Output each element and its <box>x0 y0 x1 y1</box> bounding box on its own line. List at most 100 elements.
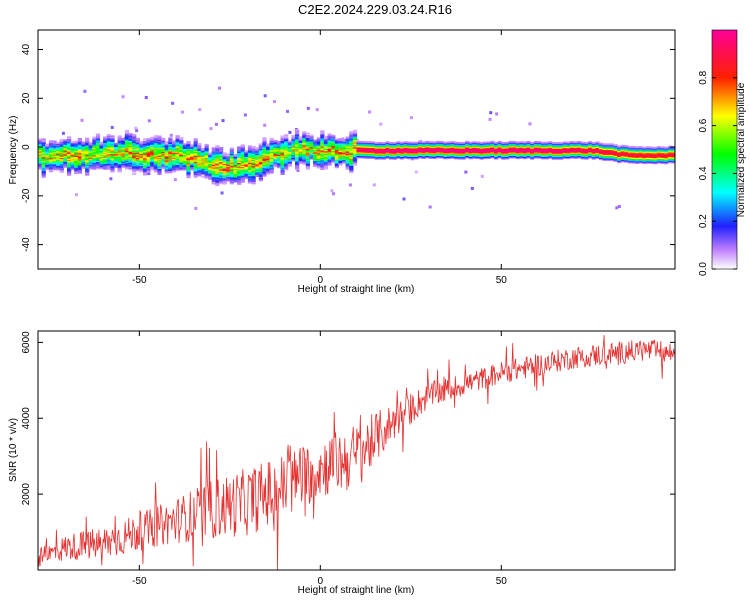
spectrogram-cell <box>74 157 79 160</box>
spectrogram-cell <box>367 148 372 151</box>
spectrogram-cell <box>128 151 133 154</box>
spectrogram-cell <box>295 160 300 163</box>
spectrogram-cell <box>421 153 426 156</box>
spectrogram-cell <box>240 154 245 156</box>
spectrogram-cell <box>56 142 61 144</box>
spectrogram-cell <box>331 138 336 141</box>
spectrogram-cell <box>143 145 148 148</box>
spectrogram-cell <box>425 151 430 154</box>
spectrogram-cell <box>164 146 169 148</box>
spectrogram-cell <box>262 149 267 152</box>
spectrogram-cell <box>544 146 549 149</box>
spectrogram-cell <box>211 158 216 161</box>
spectrogram-cell <box>273 159 278 162</box>
spectrogram-cell <box>591 145 596 148</box>
spectrogram-cell <box>215 152 220 155</box>
spectrogram-cell <box>591 154 596 156</box>
spectrogram-cell <box>475 154 481 157</box>
spectrogram-cell <box>41 164 46 166</box>
spectrogram-cell <box>371 146 376 148</box>
spectrogram-cell <box>85 158 90 161</box>
spectrogram-cell <box>171 146 177 149</box>
spectrogram-cell <box>150 168 155 171</box>
spectrogram-cell <box>671 152 675 154</box>
spectrogram-cell <box>266 150 271 153</box>
spectrogram-cell <box>48 160 54 163</box>
spectrogram-cell <box>233 174 238 177</box>
spectrogram-cell <box>208 161 213 163</box>
spectrogram-cell <box>497 153 502 155</box>
spectrogram-cell <box>566 156 571 158</box>
spectrogram-cell <box>519 142 524 145</box>
spectrogram-cell <box>164 163 169 165</box>
spectrogram-cell <box>276 150 282 153</box>
spectrogram-cell <box>103 148 108 151</box>
spectrogram-cell <box>164 170 169 173</box>
spectrogram-cell <box>580 145 586 148</box>
spectrogram-cell <box>479 150 484 153</box>
spectrogram-cell <box>103 145 108 147</box>
spectrogram-cell <box>656 153 662 156</box>
spectrogram-cell <box>103 168 108 170</box>
spectrogram-cell <box>410 145 415 148</box>
spectrogram-cell <box>143 166 148 169</box>
spectrogram-cell <box>454 156 459 159</box>
spectrogram-cell <box>447 151 452 153</box>
spectrogram-cell <box>298 157 303 159</box>
spectrogram-cell <box>479 149 484 152</box>
spectrogram-cell <box>266 148 271 151</box>
spectrogram-cell <box>436 151 441 154</box>
spectrogram-cell <box>74 163 79 166</box>
spectrogram-cell <box>88 160 93 163</box>
spectrogram-cell <box>77 166 82 168</box>
spectrogram-cell <box>204 163 209 166</box>
spectrogram-cell <box>533 149 538 152</box>
spectrogram-cell <box>226 156 231 159</box>
spectrogram-cell <box>660 153 665 156</box>
spectrogram-cell <box>642 157 647 160</box>
spectrogram-cell <box>342 144 347 147</box>
spectrogram-cell <box>305 138 310 141</box>
spectrogram-cell <box>403 157 408 159</box>
spectrogram-cell <box>450 143 455 146</box>
spectrogram-cell <box>208 156 213 158</box>
spectrogram-cell <box>168 142 173 145</box>
spectrogram-cell <box>92 150 97 152</box>
spectrogram-cell <box>106 143 111 146</box>
spectrogram-cell <box>414 155 419 157</box>
spectrogram-speckle <box>171 101 175 105</box>
spectrogram-cell <box>67 137 72 140</box>
spectrogram-cell <box>269 142 274 145</box>
spectrogram-cell <box>512 150 517 153</box>
spectrogram-cell <box>215 169 220 172</box>
spectrogram-cell <box>551 155 557 158</box>
spectrogram-cell <box>150 144 155 146</box>
spectrogram-cell <box>620 144 625 147</box>
spectrogram-cell <box>338 139 343 142</box>
spectrogram-cell <box>41 165 46 167</box>
spectrogram-cell <box>660 158 665 161</box>
spectrogram-cell <box>298 148 303 151</box>
spectrogram-cell <box>425 145 430 148</box>
spectrogram-cell <box>175 148 180 151</box>
spectrogram-cell <box>475 153 481 156</box>
spectrogram-cell <box>117 151 122 153</box>
spectrogram-cell <box>291 143 296 146</box>
spectrogram-cell <box>175 154 180 157</box>
spectrogram-speckle <box>288 130 292 134</box>
spectrogram-cell <box>504 144 510 147</box>
spectrogram-cell <box>334 149 339 152</box>
spectrogram-cell <box>197 161 202 164</box>
spectrogram-cell <box>146 147 151 150</box>
spectrogram-cell <box>193 160 198 162</box>
spectrogram-cell <box>175 160 180 163</box>
spectrogram-cell <box>533 143 538 146</box>
spectrogram-cell <box>490 140 495 143</box>
spectrogram-cell <box>247 161 253 163</box>
spectrogram-cell <box>67 141 72 143</box>
spectrogram-cell <box>323 164 329 166</box>
spectrogram-cell <box>38 159 43 162</box>
spectrogram-cell <box>240 176 245 178</box>
spectrogram-cell <box>88 164 93 167</box>
spectrogram-cell <box>461 144 466 147</box>
